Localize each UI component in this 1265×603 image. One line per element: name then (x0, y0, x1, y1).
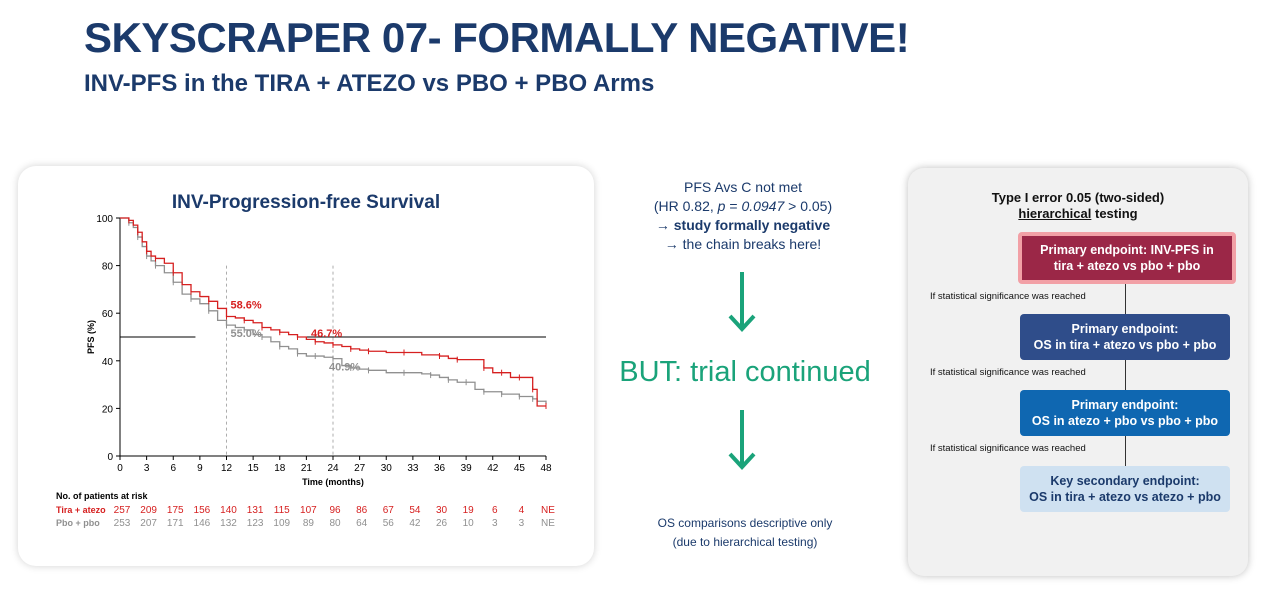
risk-table-cell: 56 (383, 518, 395, 529)
risk-table-cell: 131 (247, 505, 264, 516)
risk-table-cell: 80 (329, 518, 341, 529)
risk-table-cell: 96 (329, 505, 341, 516)
x-tick-label: 12 (221, 463, 233, 474)
significance-label: If statistical significance was reached (930, 443, 1086, 454)
risk-table-cell: 26 (436, 518, 448, 529)
summary-line-4: → the chain breaks here! (664, 236, 822, 252)
x-tick-label: 42 (487, 463, 499, 474)
footnote-line-2: (due to hierarchical testing) (672, 535, 818, 549)
landmark-annotation: 40.9% (329, 362, 360, 374)
risk-table-cell: 123 (247, 518, 264, 529)
summary-line-3: → study formally negative (655, 217, 831, 233)
x-tick-label: 45 (514, 463, 526, 474)
endpoint-box-os-tira-atezo: Primary endpoint: OS in tira + atezo vs p… (1020, 314, 1230, 360)
risk-table-cell: 67 (383, 505, 395, 516)
connector-line (1125, 284, 1126, 314)
risk-table-cell: 156 (194, 505, 211, 516)
x-tick-label: 21 (301, 463, 313, 474)
x-tick-label: 3 (144, 463, 150, 474)
risk-table-cell: 86 (356, 505, 368, 516)
risk-table-cell: 30 (436, 505, 448, 516)
km-curve-tira (120, 217, 546, 407)
x-axis-label: Time (months) (302, 477, 364, 487)
page-subtitle: INV-PFS in the TIRA + ATEZO vs PBO + PBO… (84, 70, 655, 97)
risk-table-cell: 257 (114, 505, 131, 516)
summary-line-1: PFS Avs C not met (683, 179, 802, 195)
y-axis-label: PFS (%) (86, 320, 96, 354)
x-tick-label: 0 (117, 463, 123, 474)
risk-table-cell: 107 (300, 505, 317, 516)
risk-table-cell: 175 (167, 505, 184, 516)
hierarchy-panel: Type I error 0.05 (two-sided) hierarchic… (908, 168, 1248, 576)
risk-table-label: Pbo + pbo (56, 518, 100, 528)
x-tick-label: 24 (327, 463, 339, 474)
hierarchy-title: Type I error 0.05 (two-sided) hierarchic… (991, 190, 1165, 221)
risk-table-cell: 253 (114, 518, 131, 529)
footnote-line-1: OS comparisons descriptive only (657, 516, 833, 530)
landmark-annotation: 46.7% (311, 328, 342, 340)
risk-table-cell: NE (541, 518, 555, 529)
risk-table-cell: 3 (492, 518, 498, 529)
risk-table-cell: 4 (519, 505, 525, 516)
risk-table-cell: 109 (273, 518, 290, 529)
significance-label: If statistical significance was reached (930, 291, 1086, 302)
x-tick-label: 30 (381, 463, 393, 474)
x-tick-label: 39 (461, 463, 473, 474)
x-tick-label: 27 (354, 463, 366, 474)
risk-table-label: Tira + atezo (56, 505, 106, 515)
x-tick-label: 33 (407, 463, 419, 474)
x-tick-label: 36 (434, 463, 446, 474)
risk-table-cell: NE (541, 505, 555, 516)
risk-table-cell: 64 (356, 518, 368, 529)
significance-label: If statistical significance was reached (930, 367, 1086, 378)
risk-table-cell: 115 (274, 505, 290, 516)
chart-title: INV-Progression-free Survival (172, 192, 440, 213)
y-tick-label: 80 (102, 262, 114, 273)
y-tick-label: 100 (96, 214, 113, 225)
y-tick-label: 20 (102, 404, 114, 415)
risk-table-cell: 132 (220, 518, 237, 529)
risk-table-cell: 140 (220, 505, 237, 516)
endpoint-box-key-secondary: Key secondary endpoint: OS in tira + atez… (1020, 466, 1230, 512)
y-tick-label: 0 (107, 452, 113, 463)
x-tick-label: 6 (170, 463, 176, 474)
risk-table-cell: 146 (194, 518, 211, 529)
down-arrow-icon (728, 272, 756, 332)
risk-table-cell: 10 (463, 518, 475, 529)
x-tick-label: 48 (540, 463, 552, 474)
landmark-annotation: 58.6% (231, 300, 262, 312)
y-tick-label: 60 (102, 309, 114, 320)
connector-line (1125, 436, 1126, 466)
connector-line (1125, 360, 1126, 390)
risk-table-cell: 171 (167, 518, 184, 529)
km-chart: INV-Progression-free Survival02040608010… (56, 192, 555, 529)
risk-table-cell: 207 (140, 518, 157, 529)
risk-table-header: No. of patients at risk (56, 491, 149, 501)
endpoint-box-pfs: Primary endpoint: INV-PFS in tira + atezo… (1018, 232, 1236, 284)
risk-table-cell: 6 (492, 505, 498, 516)
risk-table-cell: 209 (140, 505, 157, 516)
landmark-annotation: 55.0% (231, 328, 262, 340)
result-summary: PFS Avs C not met (HR 0.82, p = 0.0947 >… (618, 178, 868, 254)
summary-line-2: (HR 0.82, p = 0.0947 > 0.05) (653, 198, 833, 214)
y-tick-label: 40 (102, 357, 114, 368)
km-chart-panel: INV-Progression-free Survival 0 20 40 60 80 10… (18, 166, 594, 566)
x-tick-label: 9 (197, 463, 203, 474)
risk-table-cell: 42 (409, 518, 421, 529)
page-title: SKYSCRAPER 07- FORMALLY NEGATIVE! (84, 14, 910, 61)
risk-table-cell: 3 (519, 518, 525, 529)
endpoint-box-os-atezo-pbo: Primary endpoint: OS in atezo + pbo vs pb… (1020, 390, 1230, 436)
risk-table-cell: 54 (409, 505, 421, 516)
x-tick-label: 15 (248, 463, 260, 474)
risk-table-cell: 89 (303, 518, 315, 529)
down-arrow-icon (728, 410, 756, 470)
risk-table-cell: 19 (463, 505, 475, 516)
x-tick-label: 18 (274, 463, 286, 474)
footnote: OS comparisons descriptive only (due to … (600, 514, 890, 552)
trial-continued-text: BUT: trial continued (619, 356, 871, 388)
